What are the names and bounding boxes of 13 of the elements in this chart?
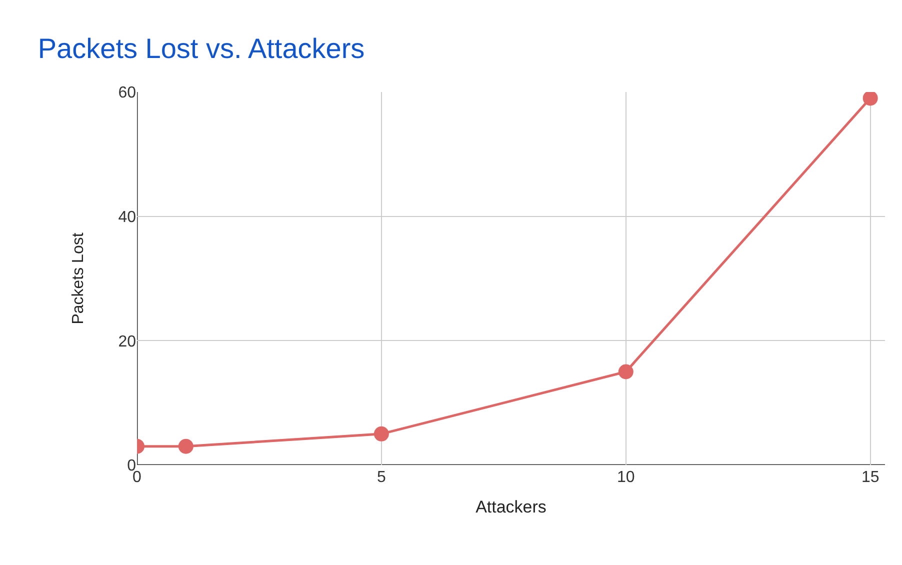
y-tick-label: 60 xyxy=(118,84,136,102)
point xyxy=(618,364,634,380)
y-axis-title: Packets Lost xyxy=(70,232,88,324)
y-tick-label: 40 xyxy=(118,208,136,226)
x-tick-label: 15 xyxy=(861,469,880,486)
y-tick-label: 20 xyxy=(118,333,136,350)
point xyxy=(178,438,194,454)
x-tick-label: 10 xyxy=(616,469,635,486)
chart-title: Packets Lost vs. Attackers xyxy=(38,32,365,64)
point xyxy=(374,426,389,442)
point xyxy=(862,92,878,106)
x-tick-label: 5 xyxy=(376,469,386,486)
x-axis-title: Attackers xyxy=(476,497,546,516)
